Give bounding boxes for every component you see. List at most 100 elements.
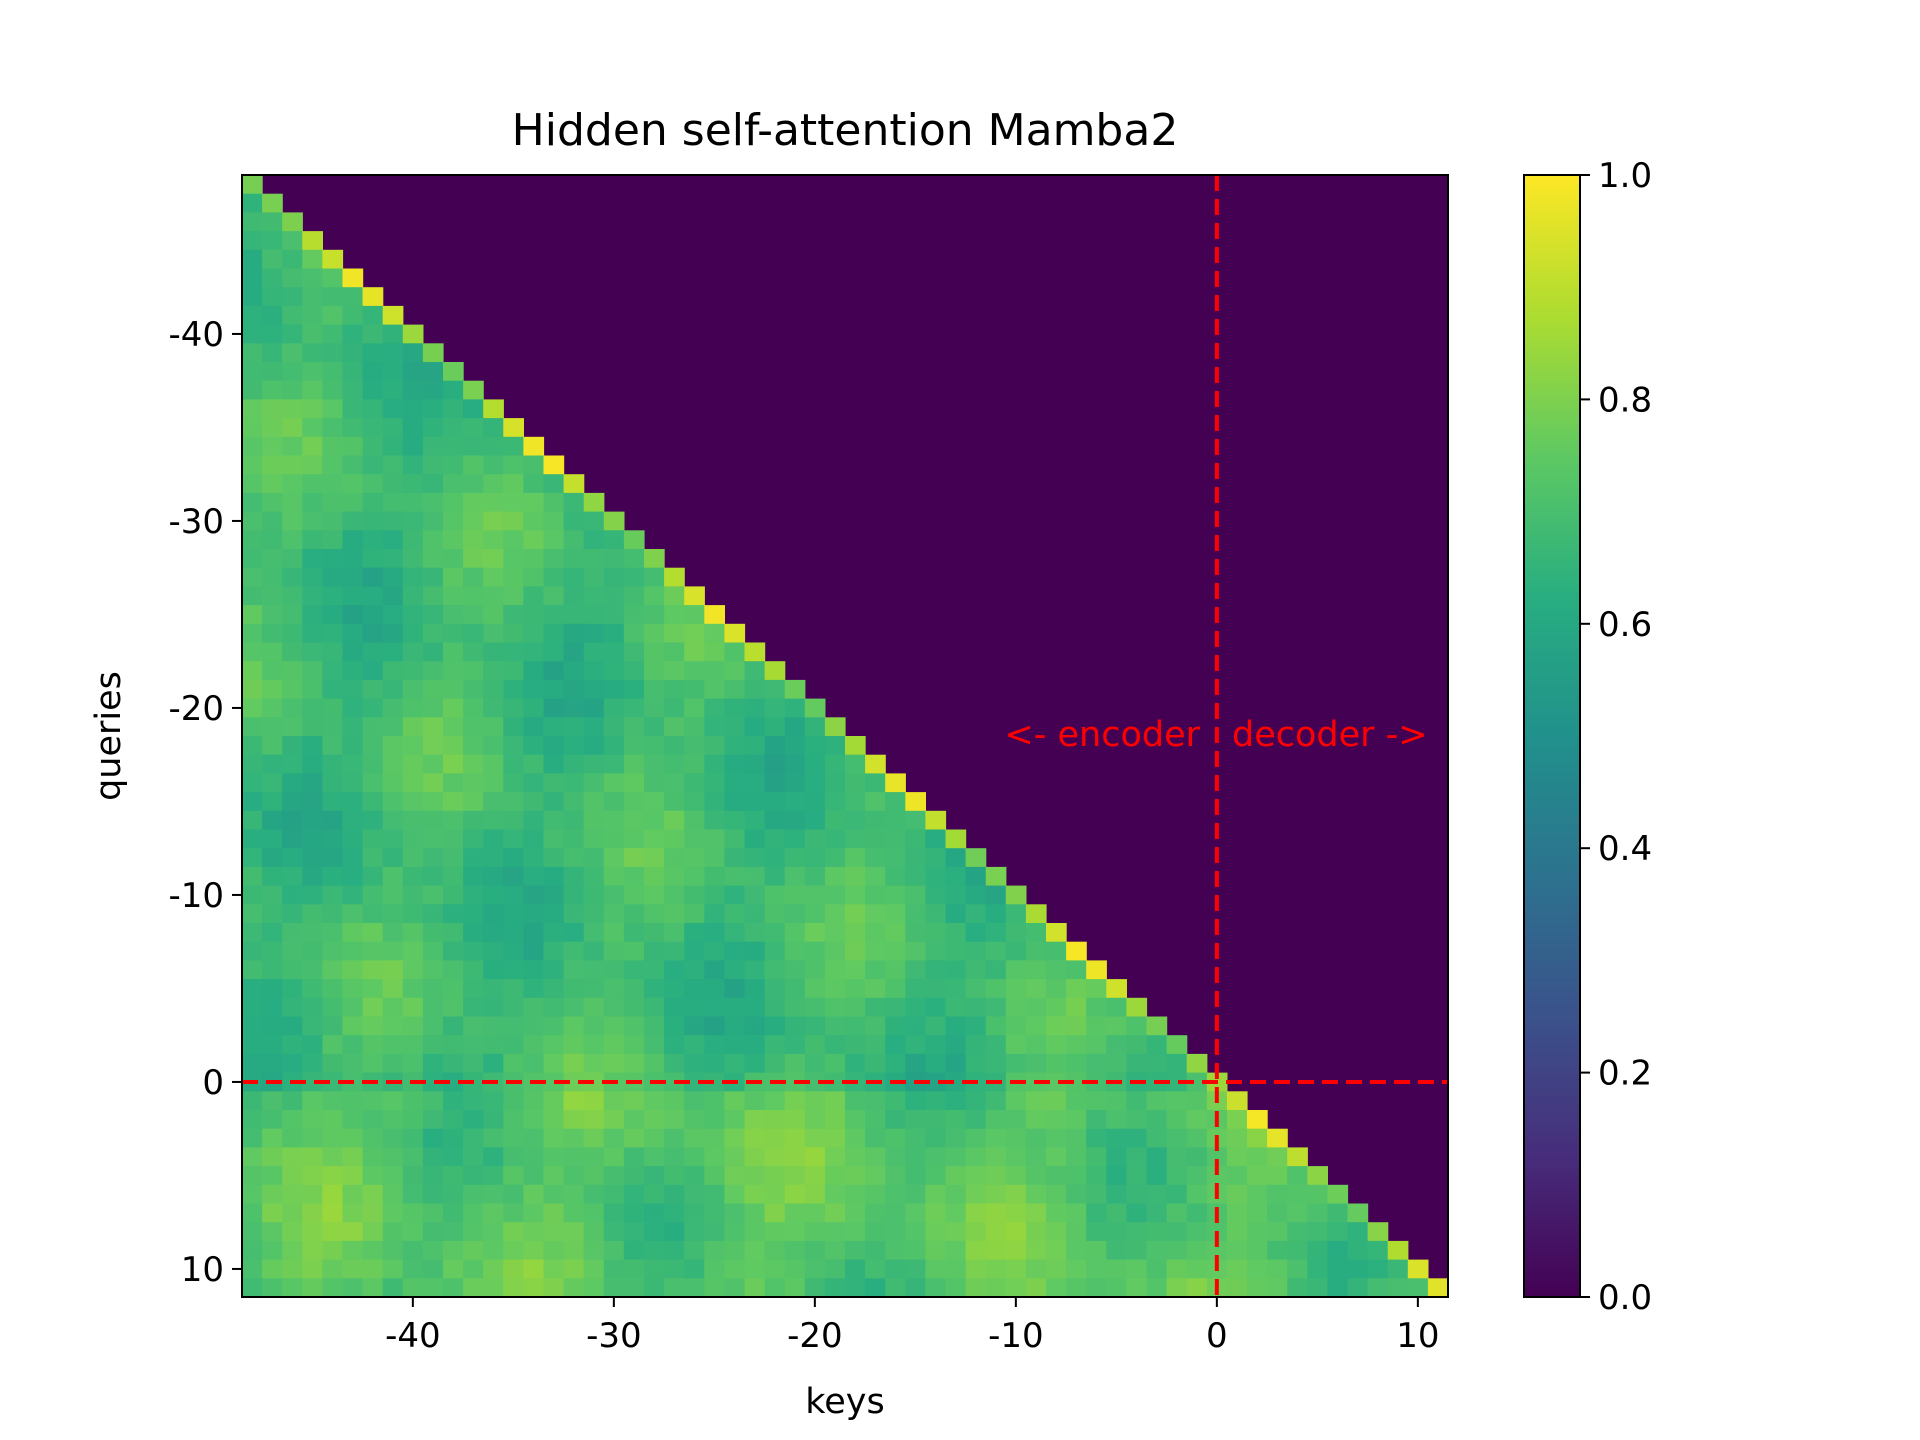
heatmap-cell xyxy=(1106,1016,1127,1036)
heatmap-cell xyxy=(362,923,384,943)
heatmap-cell xyxy=(342,474,364,494)
heatmap-cell xyxy=(684,829,705,849)
heatmap-cell xyxy=(362,810,384,831)
heatmap-cell xyxy=(664,1110,685,1130)
heatmap-cell xyxy=(804,1110,826,1130)
heatmap-cell xyxy=(322,885,344,905)
heatmap-cell xyxy=(744,1184,766,1205)
heatmap-cell xyxy=(342,866,364,887)
heatmap-cell xyxy=(1046,1222,1067,1242)
heatmap-cell xyxy=(704,736,725,756)
heatmap-cell xyxy=(463,661,484,681)
heatmap-cell xyxy=(242,1091,263,1111)
heatmap-cell xyxy=(664,773,685,793)
heatmap-cell xyxy=(804,1240,826,1261)
heatmap-cell xyxy=(262,1222,283,1242)
heatmap-cell xyxy=(1005,1128,1027,1148)
heatmap-cell xyxy=(704,1072,725,1092)
heatmap-cell xyxy=(845,979,866,999)
heatmap-cell xyxy=(443,1053,464,1074)
colorbar-ticks: 0.00.20.40.60.81.0 xyxy=(1580,156,1652,1318)
heatmap-cell xyxy=(382,754,404,774)
heatmap-cell xyxy=(382,1166,404,1186)
heatmap-cell xyxy=(563,792,585,812)
heatmap-cell xyxy=(925,1128,947,1148)
heatmap-cell xyxy=(242,492,263,513)
heatmap-cell xyxy=(824,1016,846,1036)
heatmap-cell xyxy=(322,1240,344,1261)
heatmap-cell xyxy=(483,773,504,793)
heatmap-cell xyxy=(422,530,444,550)
heatmap-cell xyxy=(342,979,364,999)
heatmap-cell xyxy=(804,1091,826,1111)
heatmap-cell xyxy=(804,960,826,980)
heatmap-cell xyxy=(563,997,585,1018)
heatmap-cell xyxy=(563,698,585,718)
heatmap-cell xyxy=(945,1053,967,1074)
heatmap-cell xyxy=(784,1259,806,1279)
heatmap-cell xyxy=(1046,1128,1067,1148)
heatmap-cell xyxy=(282,1184,303,1205)
heatmap-cell xyxy=(945,1016,967,1036)
heatmap-cell xyxy=(804,1072,826,1092)
heatmap-cell xyxy=(523,1110,545,1130)
heatmap-cell xyxy=(302,249,323,270)
heatmap-cell xyxy=(322,305,344,326)
heatmap-cell xyxy=(563,586,585,606)
heatmap-cell xyxy=(523,717,545,737)
heatmap-cell xyxy=(603,1091,625,1111)
heatmap-cell xyxy=(784,1147,806,1167)
heatmap-cell xyxy=(463,586,484,606)
heatmap-cell xyxy=(704,904,725,924)
heatmap-cell xyxy=(563,885,585,905)
heatmap-cell xyxy=(543,866,565,887)
heatmap-cell xyxy=(422,399,444,419)
heatmap-cell xyxy=(543,941,565,961)
heatmap-cell xyxy=(925,1072,947,1092)
heatmap-cell xyxy=(985,1240,1007,1261)
heatmap-cell xyxy=(985,1222,1007,1242)
heatmap-cell xyxy=(543,923,565,943)
heatmap-cell xyxy=(242,1184,263,1205)
heatmap-cell xyxy=(623,941,645,961)
heatmap-cell xyxy=(443,380,464,400)
heatmap-cell xyxy=(262,343,283,363)
heatmap-cell xyxy=(503,1240,524,1261)
heatmap-cell xyxy=(644,679,665,700)
heatmap-cell xyxy=(422,1166,444,1186)
heatmap-cell xyxy=(463,848,484,868)
heatmap-cell xyxy=(724,1240,746,1261)
heatmap-cell xyxy=(684,1222,705,1242)
heatmap-cell xyxy=(824,1166,846,1186)
heatmap-cell xyxy=(583,511,605,531)
heatmap-cell xyxy=(1226,1203,1248,1223)
heatmap-cell xyxy=(965,1053,987,1074)
heatmap-cell xyxy=(623,923,645,943)
heatmap-cell xyxy=(1046,1110,1067,1130)
heatmap-cell xyxy=(322,810,344,831)
heatmap-cell xyxy=(402,792,424,812)
heatmap-cell xyxy=(463,792,484,812)
heatmap-cell xyxy=(302,1278,323,1298)
heatmap-cell xyxy=(945,1222,967,1242)
heatmap-cell xyxy=(563,773,585,793)
heatmap-cell xyxy=(764,941,786,961)
heatmap-cell xyxy=(644,1016,665,1036)
x-axis-label: keys xyxy=(805,1382,885,1422)
heatmap-cell xyxy=(543,492,565,513)
heatmap-cell xyxy=(382,492,404,513)
heatmap-cell xyxy=(322,343,344,363)
heatmap-cell xyxy=(744,866,766,887)
heatmap-cell xyxy=(543,679,565,700)
heatmap-cell xyxy=(644,642,665,662)
heatmap-cell xyxy=(804,866,826,887)
heatmap-cell xyxy=(583,997,605,1018)
heatmap-cell xyxy=(523,904,545,924)
heatmap-cell xyxy=(925,1222,947,1242)
heatmap-cell xyxy=(603,1259,625,1279)
heatmap-cell xyxy=(563,530,585,550)
heatmap-cell xyxy=(603,1128,625,1148)
heatmap-cell xyxy=(744,960,766,980)
heatmap-cell xyxy=(422,1128,444,1148)
heatmap-cell xyxy=(684,960,705,980)
